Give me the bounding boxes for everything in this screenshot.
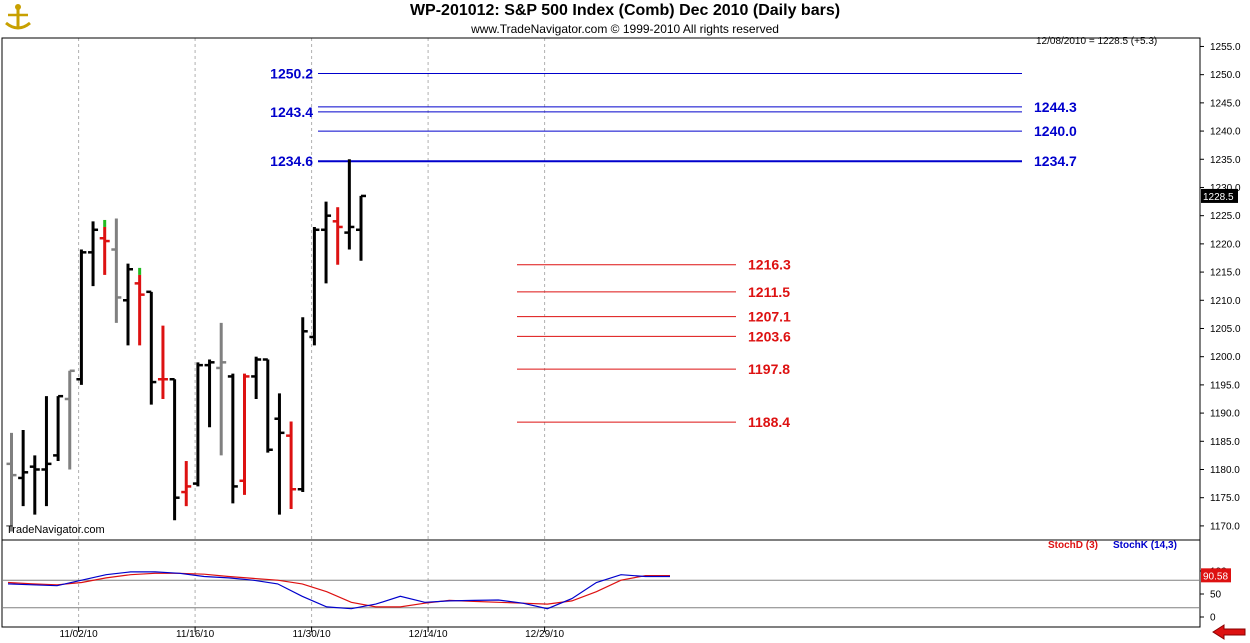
price-tick-label: 1210.0 [1210,296,1241,307]
ohlc-bar [227,373,238,504]
price-tick-label: 1245.0 [1210,98,1241,109]
ohlc-bar [309,226,320,346]
stoch-tick-label: 0 [1210,613,1216,624]
ohlc-bar [192,362,203,487]
resistance-label-right: 1234.7 [1034,153,1077,169]
left-arrow-icon[interactable] [1212,624,1246,640]
resistance-label-right: 1244.3 [1034,99,1077,115]
stoch-value-tag [1201,568,1231,583]
ohlc-bar [181,461,192,507]
price-tick-label: 1230.0 [1210,183,1241,194]
ohlc-bar [332,207,343,265]
ohlc-bar [29,455,40,515]
credit-label: TradeNavigator.com [6,524,105,536]
stoch-value-tag-label: 90.58 [1203,571,1228,582]
ohlc-bar [111,218,122,323]
price-tick-label: 1195.0 [1210,380,1240,391]
ohlc-bar [169,377,180,521]
ohlc-bar [6,432,17,532]
price-tick-label: 1220.0 [1210,239,1241,250]
chart-subtitle: www.TradeNavigator.com © 1999-2010 All r… [471,22,779,36]
stoch-tick-label: 50 [1210,590,1222,601]
plot-frame [1,37,1201,628]
price-tick-label: 1215.0 [1210,268,1241,279]
date-tick-label: 11/30/10 [293,629,332,640]
ohlc-bar [344,159,355,250]
price-tick-label: 1180.0 [1210,465,1240,476]
ohlc-bar [251,356,262,399]
trade-navigator-logo-icon [3,3,33,33]
support-label: 1207.1 [748,309,791,325]
price-tick-label: 1170.0 [1210,521,1240,532]
ohlc-bar [321,201,332,284]
ohlc-bar [99,219,110,275]
ohlc-bar [216,322,227,456]
price-tick-label: 1235.0 [1210,155,1241,166]
ohlc-bar [123,263,133,346]
price-tick-label: 1200.0 [1210,352,1241,363]
price-tick-label: 1175.0 [1210,493,1240,504]
resistance-label-left: 1234.6 [270,153,313,169]
date-tick-label: 12/29/10 [525,629,564,640]
ohlc-bar [88,221,99,287]
support-label: 1197.8 [748,361,790,377]
support-label: 1216.3 [748,257,791,273]
price-tick-label: 1250.0 [1210,70,1241,81]
date-tick-label: 11/02/10 [60,629,99,640]
ohlc-bar [297,317,308,493]
ohlc-bar [146,290,157,405]
resistance-label-right: 1240.0 [1034,123,1077,139]
last-price-tag-label: 1228.5 [1203,192,1234,203]
price-tick-label: 1205.0 [1210,324,1241,335]
support-label: 1203.6 [748,328,791,344]
last-price-tag [1201,188,1238,203]
price-tick-label: 1185.0 [1210,437,1240,448]
last-quote-readout: 12/08/2010 = 1228.5 (+5.3) [1036,36,1157,47]
ohlc-bar [274,393,285,515]
price-tick-label: 1240.0 [1210,127,1241,138]
ohlc-bar [157,325,168,399]
date-tick-label: 12/14/10 [409,629,448,640]
price-tick-label: 1190.0 [1210,409,1240,420]
stoch-d-legend: StochD (3) [1048,540,1098,551]
ohlc-bar [286,421,297,509]
resistance-label-left: 1243.4 [270,104,313,120]
chart-title: WP-201012: S&P 500 Index (Comb) Dec 2010… [409,2,841,19]
ohlc-bar [53,394,64,462]
stoch-k-legend: StochK (14,3) [1113,540,1177,551]
ohlc-bar [76,249,87,385]
price-tick-label: 1225.0 [1210,211,1241,222]
ohlc-bar [262,358,273,453]
resistance-label-left: 1250.2 [270,66,313,82]
date-tick-label: 11/16/10 [176,629,215,640]
ohlc-bar [64,369,75,470]
stoch-k-line [7,571,670,610]
price-tick-label: 1255.0 [1210,42,1241,53]
support-label: 1211.5 [748,284,790,300]
ohlc-bar [204,359,215,428]
ohlc-bar [356,194,366,261]
support-label: 1188.4 [748,414,790,430]
ohlc-bar [134,267,145,346]
stoch-d-line [7,572,670,608]
ohlc-bar [239,373,250,495]
ohlc-bar [18,430,29,507]
ohlc-bar [41,396,52,507]
